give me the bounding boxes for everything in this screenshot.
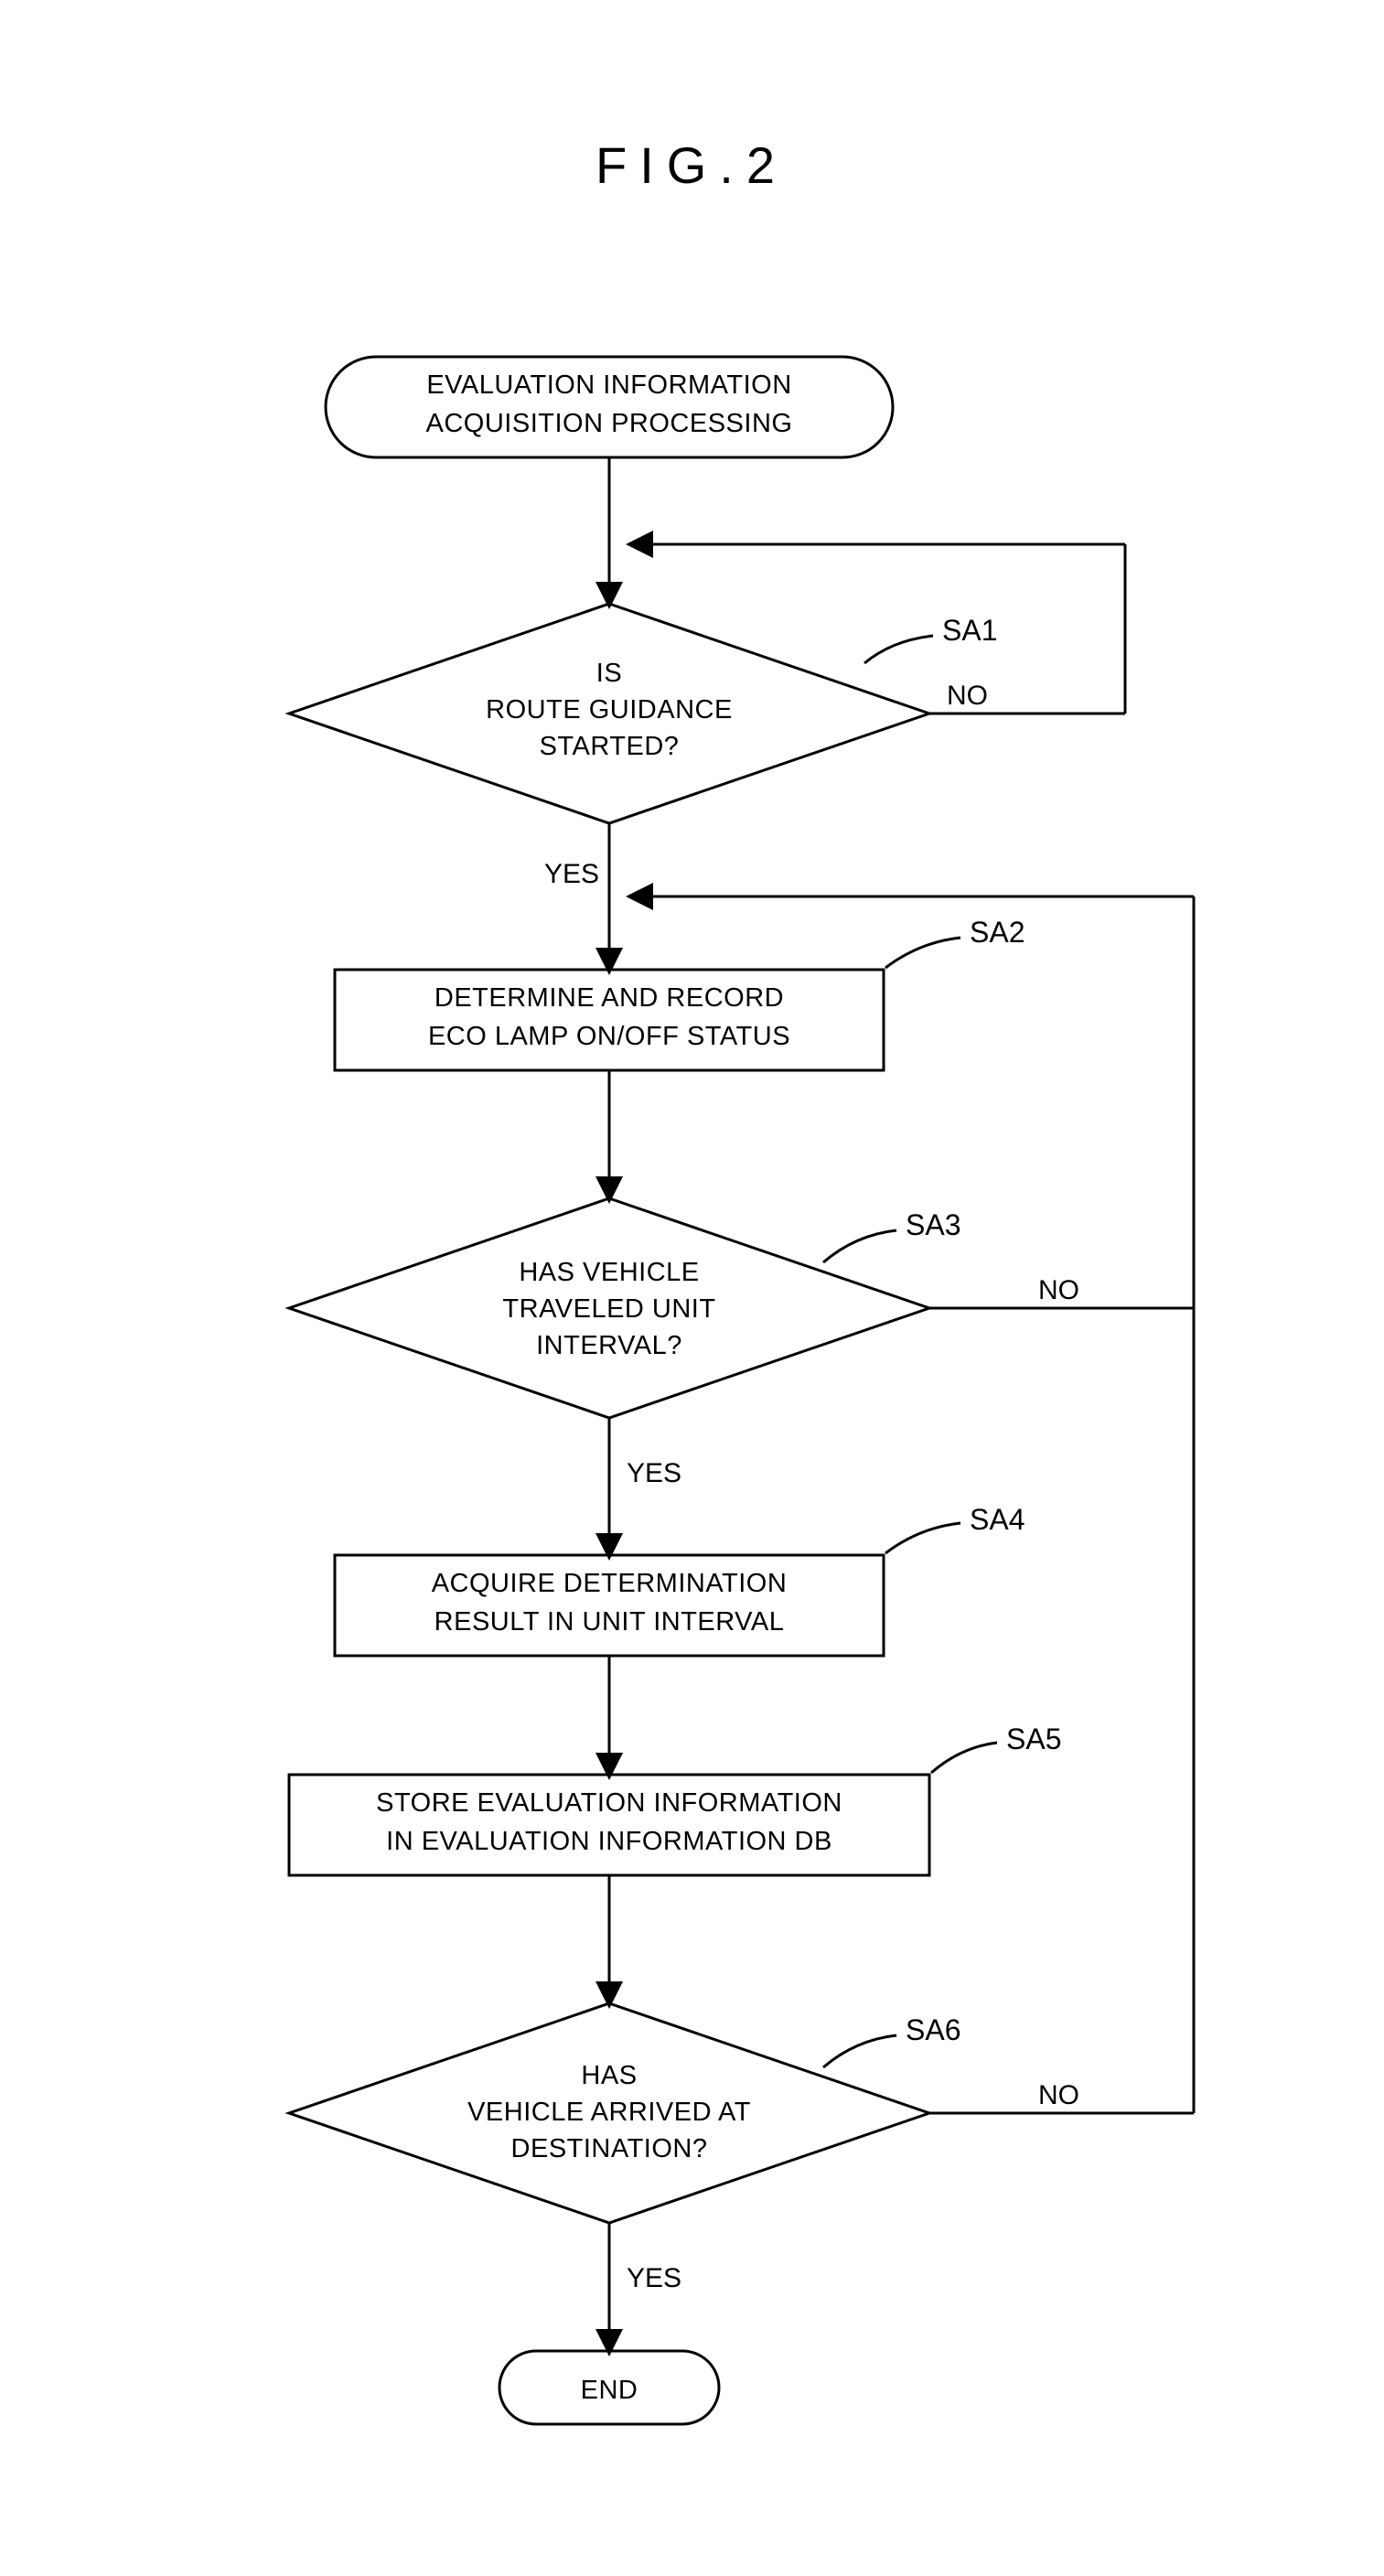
node-sa1: IS ROUTE GUIDANCE STARTED? xyxy=(289,604,929,823)
sa1-line3: STARTED? xyxy=(540,732,680,761)
sa5-line2: IN EVALUATION INFORMATION DB xyxy=(386,1827,832,1856)
node-sa6: HAS VEHICLE ARRIVED AT DESTINATION? xyxy=(289,2003,929,2223)
sa4-line1: ACQUIRE DETERMINATION xyxy=(432,1569,788,1598)
sa1-yes-label: YES xyxy=(544,859,599,889)
node-end: END xyxy=(499,2351,719,2424)
start-line2: ACQUISITION PROCESSING xyxy=(426,409,793,438)
sa1-line1: IS xyxy=(596,659,622,688)
sa6-line3: DESTINATION? xyxy=(511,2134,708,2163)
sa6-no-label: NO xyxy=(1038,2080,1079,2110)
sa6-line1: HAS xyxy=(581,2061,637,2090)
sa3-line3: INTERVAL? xyxy=(536,1331,682,1360)
sa2-line1: DETERMINE AND RECORD xyxy=(435,983,784,1013)
node-sa4: ACQUIRE DETERMINATION RESULT IN UNIT INT… xyxy=(335,1555,884,1656)
sa3-label: SA3 xyxy=(906,1208,960,1241)
node-sa3: HAS VEHICLE TRAVELED UNIT INTERVAL? xyxy=(289,1198,929,1418)
sa2-label: SA2 xyxy=(970,916,1025,949)
node-sa2: DETERMINE AND RECORD ECO LAMP ON/OFF STA… xyxy=(335,970,884,1070)
sa3-line2: TRAVELED UNIT xyxy=(502,1294,715,1324)
node-sa5: STORE EVALUATION INFORMATION IN EVALUATI… xyxy=(289,1775,929,1875)
sa3-yes-label: YES xyxy=(627,1458,681,1488)
flowchart-svg: FIG.2 EVALUATION INFORMATION ACQUISITION… xyxy=(0,0,1384,2576)
sa4-line2: RESULT IN UNIT INTERVAL xyxy=(435,1607,785,1637)
sa5-label: SA5 xyxy=(1006,1723,1061,1755)
sa3-line1: HAS VEHICLE xyxy=(519,1258,699,1287)
sa4-label: SA4 xyxy=(970,1503,1025,1536)
end-line1: END xyxy=(581,2376,638,2405)
figure-title: FIG.2 xyxy=(595,136,788,194)
sa6-label: SA6 xyxy=(906,2013,960,2046)
sa1-no-label: NO xyxy=(947,681,988,711)
sa2-line2: ECO LAMP ON/OFF STATUS xyxy=(428,1022,790,1051)
sa6-line2: VEHICLE ARRIVED AT xyxy=(467,2098,751,2127)
start-line1: EVALUATION INFORMATION xyxy=(426,370,791,400)
sa6-yes-label: YES xyxy=(627,2263,681,2293)
sa5-line1: STORE EVALUATION INFORMATION xyxy=(376,1788,842,1818)
sa1-label: SA1 xyxy=(942,614,997,647)
sa1-line2: ROUTE GUIDANCE xyxy=(486,695,733,724)
sa3-no-label: NO xyxy=(1038,1275,1079,1305)
node-start: EVALUATION INFORMATION ACQUISITION PROCE… xyxy=(326,357,893,457)
